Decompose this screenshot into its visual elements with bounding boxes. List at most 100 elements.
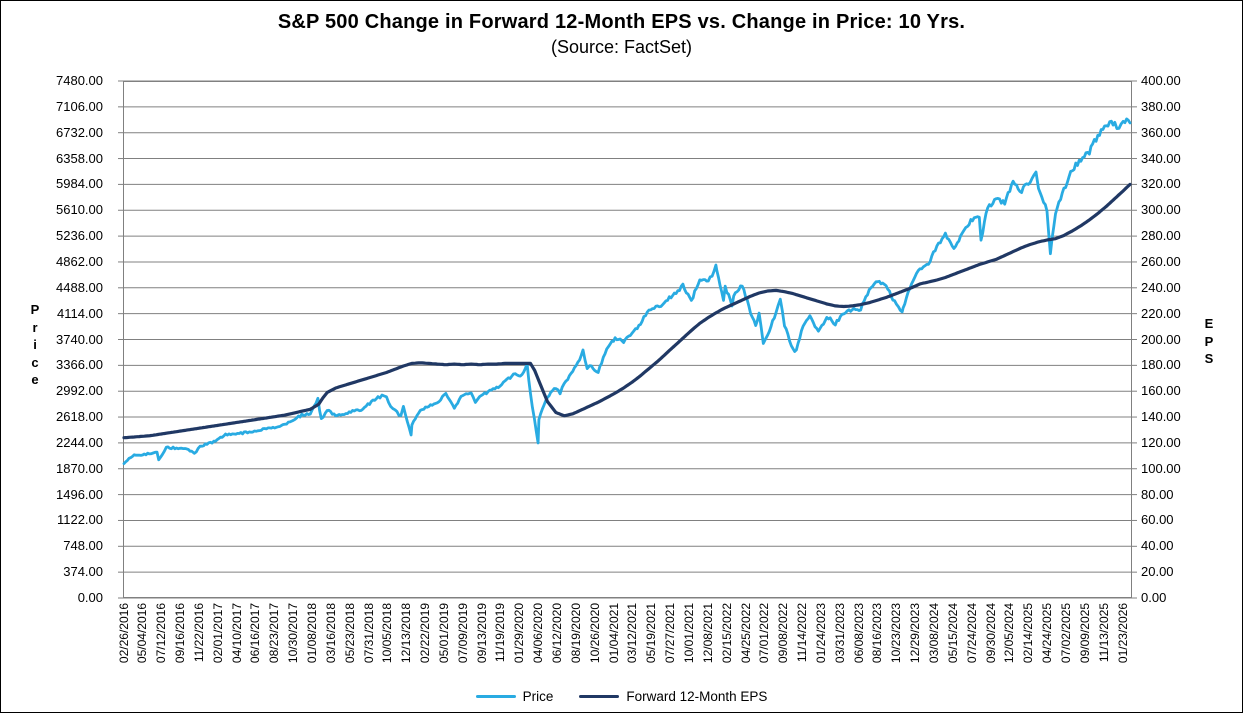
- chart-title: S&P 500 Change in Forward 12-Month EPS v…: [277, 11, 966, 33]
- x-tick-label: 05/19/2021: [644, 603, 659, 664]
- x-tick-label: 07/09/2019: [455, 603, 470, 664]
- x-tick-label: 01/24/2023: [813, 603, 828, 664]
- x-tick-label: 03/12/2021: [625, 603, 640, 664]
- eps-line-swatch-icon: [579, 694, 620, 699]
- y-tick-label: 180.00: [1141, 357, 1181, 373]
- y-tick-label: 0.00: [77, 590, 103, 605]
- y-tick-label: 1122.00: [56, 512, 103, 528]
- y-tick-label: 260.00: [1141, 253, 1181, 269]
- price-line-swatch-icon: [475, 695, 516, 698]
- y-tick-label: 7106.00: [56, 98, 103, 114]
- legend-label-price: Price: [522, 689, 554, 704]
- x-tick-label: 01/29/2020: [512, 603, 527, 664]
- y-tick-label: 280.00: [1141, 228, 1181, 244]
- y-tick-label: 240.00: [1141, 279, 1181, 295]
- y-tick-label: 374.00: [63, 564, 103, 580]
- x-tick-label: 11/19/2019: [493, 603, 508, 663]
- x-tick-label: 06/08/2023: [851, 603, 866, 664]
- x-tick-label: 02/26/2016: [116, 603, 131, 664]
- y-tick-label: 5984.00: [56, 176, 103, 192]
- y-tick-label: 160.00: [1141, 383, 1181, 399]
- x-tick-label: 11/22/2016: [191, 603, 206, 663]
- y-tick-label: 2618.00: [56, 409, 103, 425]
- series-line-forward-12-month-eps: [122, 182, 1132, 440]
- y-tick-label: 220.00: [1141, 305, 1181, 321]
- y-tick-label: 1496.00: [56, 486, 103, 502]
- x-tick-label: 10/23/2023: [889, 603, 904, 664]
- x-tick-label: 09/16/2016: [173, 603, 188, 664]
- x-tick-label: 05/04/2016: [135, 603, 150, 664]
- x-tick-label: 12/13/2018: [399, 603, 414, 664]
- y-tick-label: 6732.00: [56, 124, 103, 140]
- y-tick-label: 100.00: [1141, 460, 1181, 476]
- x-tick-label: 05/23/2018: [342, 603, 357, 664]
- x-tick-label: 10/05/2018: [380, 603, 395, 664]
- x-tick-label: 07/24/2024: [964, 603, 979, 664]
- x-tick-label: 09/30/2024: [983, 603, 998, 664]
- x-tick-label: 07/27/2021: [663, 603, 678, 664]
- y-tick-label: 80.00: [1141, 486, 1174, 502]
- y-tick-label: 4862.00: [56, 253, 103, 269]
- y-tick-label: 2992.00: [56, 383, 103, 399]
- series-line-price: [122, 117, 1132, 466]
- y-tick-label: 2244.00: [56, 434, 103, 450]
- price-axis-title: P r i c e: [30, 302, 40, 387]
- x-tick-label: 07/01/2022: [757, 603, 772, 664]
- y-tick-label: 0.00: [1141, 590, 1167, 605]
- x-tick-label: 06/16/2017: [248, 603, 263, 664]
- legend-item-price: Price: [475, 689, 554, 704]
- legend-item-eps: Forward 12-Month EPS: [579, 689, 767, 704]
- y-tick-label: 340.00: [1141, 150, 1181, 166]
- x-tick-label: 01/08/2018: [304, 603, 319, 664]
- x-tick-label: 07/12/2016: [154, 603, 169, 664]
- y-tick-label: 5236.00: [56, 228, 103, 244]
- x-tick-label: 03/31/2023: [832, 603, 847, 664]
- x-tick-label: 01/04/2021: [606, 603, 621, 664]
- x-tick-label: 09/08/2022: [776, 603, 791, 664]
- x-tick-label: 11/14/2022: [795, 603, 810, 663]
- legend-label-eps: Forward 12-Month EPS: [626, 689, 768, 704]
- y-tick-label: 400.00: [1141, 73, 1181, 88]
- x-tick-label: 11/13/2025: [1096, 603, 1111, 663]
- x-tick-label: 04/06/2020: [531, 603, 546, 664]
- y-tick-label: 4114.00: [56, 305, 103, 321]
- chart-subtitle: (Source: FactSet): [550, 37, 693, 57]
- x-tick-label: 01/23/2026: [1115, 603, 1130, 664]
- x-tick-label: 03/08/2024: [927, 603, 941, 664]
- x-tick-label: 05/15/2024: [945, 603, 960, 664]
- x-tick-label: 07/31/2018: [361, 603, 376, 664]
- x-tick-label: 02/01/2017: [210, 603, 225, 664]
- y-tick-label: 7480.00: [56, 73, 103, 88]
- y-tick-label: 3740.00: [56, 331, 103, 347]
- x-tick-label: 10/01/2021: [681, 603, 696, 664]
- eps-axis-title: E P S: [1204, 316, 1214, 366]
- x-tick-label: 04/24/2025: [1040, 603, 1055, 664]
- y-tick-label: 120.00: [1141, 434, 1181, 450]
- x-tick-label: 10/26/2020: [587, 603, 602, 664]
- x-tick-label: 09/13/2019: [474, 603, 489, 664]
- x-tick-label: 04/25/2022: [738, 603, 753, 664]
- x-tick-label: 10/30/2017: [286, 603, 301, 664]
- x-tick-label: 02/14/2025: [1021, 603, 1036, 664]
- y-tick-label: 1870.00: [56, 460, 103, 476]
- x-tick-label: 12/29/2023: [908, 603, 923, 664]
- x-tick-label: 02/22/2019: [418, 603, 433, 664]
- x-tick-label: 08/16/2023: [870, 603, 885, 664]
- plot-area: [118, 80, 1137, 599]
- y-tick-label: 6358.00: [56, 150, 103, 166]
- y-tick-label: 60.00: [1141, 512, 1174, 528]
- y-tick-label: 3366.00: [56, 357, 103, 373]
- y-tick-label: 380.00: [1141, 98, 1181, 114]
- y-tick-label: 300.00: [1141, 202, 1181, 218]
- x-tick-label: 08/23/2017: [267, 603, 282, 664]
- y-tick-label: 40.00: [1141, 538, 1174, 554]
- y-tick-label: 20.00: [1141, 564, 1174, 580]
- y-tick-label: 140.00: [1141, 409, 1181, 425]
- y-tick-label: 4488.00: [56, 279, 103, 295]
- y-tick-label: 320.00: [1141, 176, 1181, 192]
- y-tick-label: 200.00: [1141, 331, 1181, 347]
- legend: Price Forward 12-Month EPS: [1, 689, 1242, 704]
- x-tick-label: 02/15/2022: [719, 603, 734, 664]
- x-tick-label: 12/08/2021: [700, 603, 715, 664]
